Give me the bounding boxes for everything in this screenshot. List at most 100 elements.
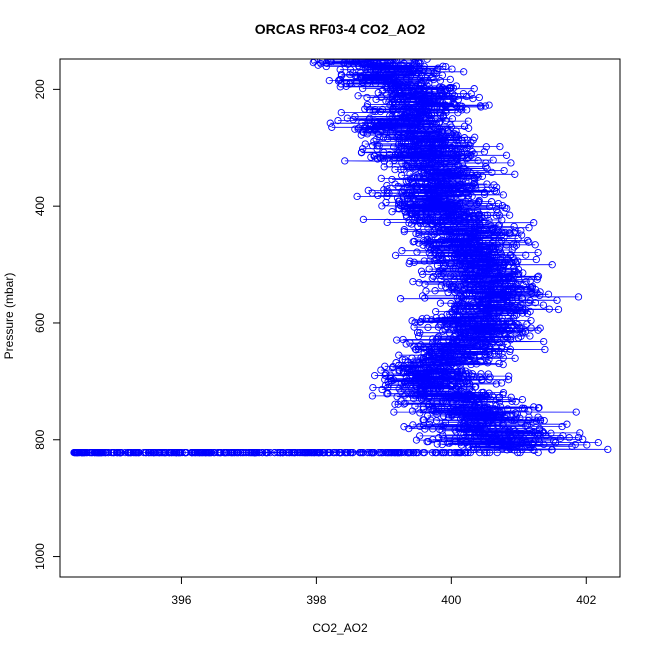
data-point [447,260,455,268]
data-point [469,443,478,451]
data-point [439,412,448,420]
data-point [160,448,168,457]
data-point [466,254,474,262]
data-point [475,198,483,207]
data-point [462,218,470,227]
data-point [457,232,465,240]
data-point [466,448,475,457]
data-point [445,341,454,350]
data-point [503,446,511,454]
data-point [450,409,458,418]
data-point [526,307,534,316]
data-point [441,448,450,457]
data-point [357,149,366,157]
data-point [486,345,494,353]
data-point [429,272,438,281]
data-point [419,270,427,278]
data-point [460,275,468,283]
data-point [258,448,266,457]
data-point [527,324,535,332]
data-point [500,283,508,291]
data-point [191,448,199,457]
y-axis: 200 400 600 800 1000 [33,79,61,570]
data-point [407,220,416,228]
data-point [342,79,351,87]
data-point [310,448,319,457]
data-point [498,421,507,430]
data-point [330,448,339,457]
data-point [507,333,515,341]
data-point [454,95,463,104]
data-point [207,448,216,457]
data-point [421,73,429,82]
data-point [355,124,363,132]
data-point [534,404,543,412]
data-point [493,294,501,302]
data-point [413,328,422,337]
data-point [424,224,432,232]
data-point [516,448,524,457]
data-point [421,294,429,302]
data-point [248,448,256,457]
data-point [416,409,424,417]
data-point [417,395,426,403]
data-point [195,448,204,457]
data-point [431,226,439,235]
data-point [462,295,470,303]
data-point [534,248,542,257]
data-point [378,105,387,114]
data-point [493,444,501,452]
data-point [318,59,327,66]
data-point [469,94,477,103]
data-point [355,448,364,457]
data-point [391,165,399,174]
data-point [488,414,497,422]
data-point [376,153,384,161]
data-point [394,204,402,212]
data-point [425,79,433,88]
data-point [544,290,553,298]
data-point [444,185,453,193]
data-point [499,439,507,447]
data-point [503,411,511,420]
data-point [511,354,519,362]
data-point [445,439,454,447]
data-point [534,448,542,457]
data-point [540,416,548,425]
data-point [439,188,448,196]
data-point [462,92,471,101]
data-point [433,261,442,270]
data-point [485,101,493,109]
data-point [236,448,245,457]
data-point [374,191,382,200]
data-point [447,143,456,151]
data-point [483,186,491,194]
data-point [371,75,379,83]
data-point [436,385,444,393]
data-point [382,370,390,378]
data-point [497,379,506,387]
data-point [112,448,121,457]
data-point [513,448,522,457]
data-point [438,219,447,228]
data-point [504,376,513,384]
data-point [470,273,478,282]
data-point [532,255,540,264]
data-point [400,150,409,159]
data-point [496,331,504,339]
data-point [410,362,418,370]
data-point [505,441,514,450]
data-point [394,448,402,457]
data-point [382,125,390,133]
data-point [379,86,387,95]
data-point [447,259,456,268]
data-point [300,448,309,457]
data-point [464,191,473,200]
data-point [574,433,583,442]
data-point [522,422,530,430]
data-point [428,119,437,128]
data-point [405,259,413,268]
data-point [484,435,493,443]
data-point [459,307,468,316]
data-point [523,236,532,245]
